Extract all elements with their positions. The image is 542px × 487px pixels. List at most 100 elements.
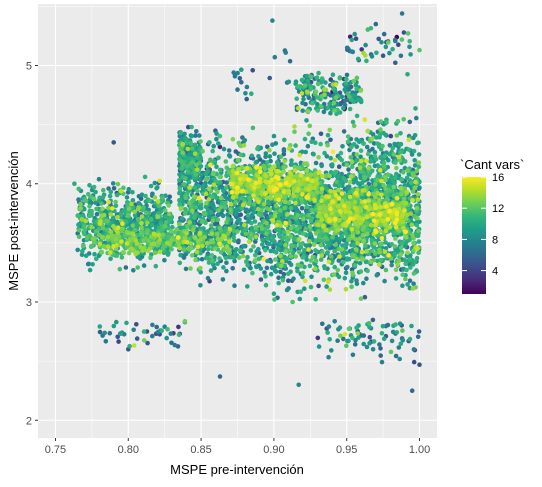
- data-point: [373, 251, 378, 256]
- data-point: [300, 270, 306, 276]
- data-point: [405, 72, 410, 77]
- data-point: [246, 195, 252, 201]
- data-point: [278, 269, 283, 275]
- data-point: [256, 212, 262, 217]
- data-point: [100, 224, 106, 229]
- data-point: [184, 223, 190, 229]
- data-point: [282, 230, 287, 235]
- data-point: [209, 258, 215, 263]
- data-point: [415, 233, 421, 238]
- data-point: [300, 274, 305, 280]
- data-point: [193, 205, 199, 210]
- data-point: [372, 150, 378, 155]
- data-point: [221, 265, 226, 270]
- data-point: [197, 133, 202, 138]
- data-point: [299, 241, 305, 247]
- data-point: [311, 152, 316, 157]
- data-point: [370, 347, 376, 352]
- data-point: [218, 204, 224, 210]
- data-point: [321, 109, 327, 115]
- data-point: [231, 70, 236, 75]
- data-point: [315, 81, 321, 87]
- data-point: [325, 132, 331, 138]
- data-point: [91, 196, 97, 202]
- data-point: [168, 228, 174, 234]
- data-point: [217, 225, 223, 231]
- data-point: [184, 163, 190, 169]
- data-point: [286, 79, 292, 85]
- data-point: [393, 60, 398, 66]
- data-point: [300, 108, 306, 113]
- data-point: [223, 255, 229, 261]
- data-point: [341, 336, 346, 342]
- data-point: [104, 227, 110, 233]
- data-point: [254, 264, 259, 269]
- data-point: [354, 75, 360, 81]
- data-point: [178, 158, 184, 164]
- data-point: [321, 277, 327, 283]
- data-point: [349, 49, 355, 54]
- data-point: [163, 214, 168, 220]
- data-points: [72, 11, 422, 394]
- data-point: [249, 91, 254, 96]
- data-point: [344, 76, 349, 82]
- data-point: [92, 240, 97, 245]
- data-point: [235, 87, 240, 92]
- data-point: [150, 322, 155, 328]
- data-point: [78, 201, 83, 207]
- data-point: [404, 175, 410, 181]
- data-point: [335, 267, 341, 273]
- data-point: [390, 46, 395, 52]
- data-point: [109, 233, 115, 238]
- data-point: [417, 47, 422, 53]
- data-point: [108, 189, 114, 195]
- data-point: [346, 326, 352, 332]
- data-point: [365, 231, 370, 237]
- data-point: [217, 256, 222, 261]
- data-point: [388, 256, 394, 261]
- data-point: [243, 226, 249, 232]
- data-point: [323, 80, 328, 85]
- data-point: [358, 175, 363, 180]
- data-point: [299, 205, 305, 211]
- data-point: [258, 277, 264, 282]
- data-point: [288, 254, 294, 259]
- data-point: [295, 84, 300, 89]
- data-point: [398, 53, 404, 59]
- data-point: [187, 200, 192, 206]
- data-point: [328, 155, 334, 161]
- data-point: [331, 272, 337, 277]
- data-point: [343, 81, 349, 86]
- data-point: [223, 200, 228, 206]
- data-point: [398, 245, 404, 250]
- data-point: [353, 36, 359, 41]
- data-point: [301, 96, 306, 102]
- data-point: [407, 278, 413, 284]
- data-point: [149, 222, 155, 228]
- data-point: [335, 338, 340, 344]
- data-point: [380, 143, 385, 149]
- data-point: [410, 189, 416, 194]
- data-point: [107, 193, 113, 199]
- data-point: [268, 259, 274, 264]
- data-point: [198, 283, 203, 288]
- data-point: [374, 272, 380, 278]
- data-point: [119, 255, 125, 260]
- data-point: [215, 261, 220, 267]
- data-point: [234, 247, 239, 252]
- data-point: [323, 235, 328, 241]
- data-point: [181, 247, 187, 252]
- data-point: [205, 275, 211, 281]
- data-point: [379, 40, 384, 45]
- data-point: [348, 155, 354, 160]
- data-point: [295, 226, 300, 231]
- data-point: [380, 53, 386, 58]
- data-point: [216, 155, 221, 161]
- data-point: [284, 238, 290, 244]
- data-point: [265, 160, 270, 165]
- data-point: [174, 227, 180, 232]
- data-point: [281, 165, 287, 170]
- data-point: [357, 260, 363, 266]
- data-point: [393, 276, 399, 281]
- data-point: [349, 164, 355, 169]
